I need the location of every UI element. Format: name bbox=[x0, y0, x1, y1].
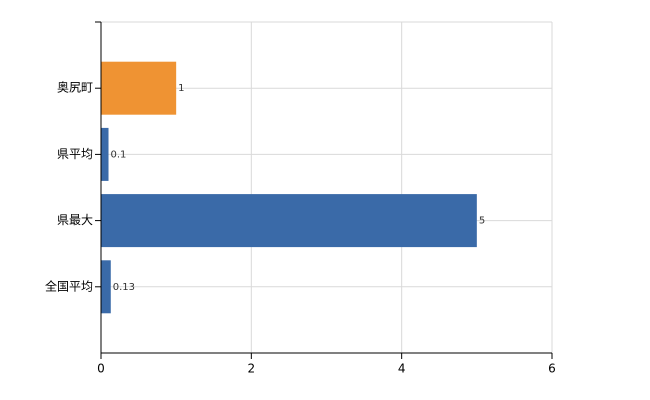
y-tick-label: 県平均 bbox=[57, 147, 93, 161]
x-tick-label: 0 bbox=[97, 362, 105, 376]
y-tick-label: 全国平均 bbox=[45, 278, 93, 293]
value-label: 0.1 bbox=[111, 149, 127, 160]
y-tick-label: 県最大 bbox=[57, 213, 93, 227]
value-label: 1 bbox=[178, 83, 184, 94]
value-label: 0.13 bbox=[113, 282, 135, 293]
y-tick-label: 奥尻町 bbox=[57, 81, 93, 95]
x-tick-label: 4 bbox=[398, 362, 406, 376]
bar bbox=[101, 260, 111, 314]
bar bbox=[101, 194, 477, 248]
value-label: 5 bbox=[479, 216, 485, 227]
bar bbox=[101, 127, 109, 181]
x-tick-label: 6 bbox=[548, 362, 556, 376]
bar bbox=[101, 61, 177, 115]
x-tick-label: 2 bbox=[248, 362, 256, 376]
